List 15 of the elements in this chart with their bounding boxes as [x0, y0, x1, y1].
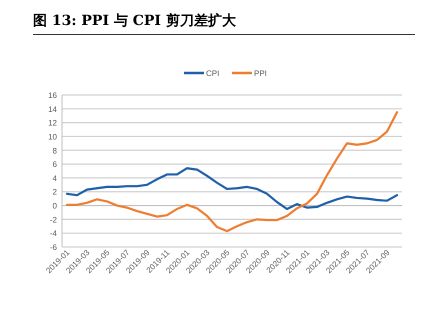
y-tick-label: 12: [48, 118, 58, 128]
y-tick-label: 2: [52, 188, 58, 197]
y-tick-label: 14: [48, 104, 58, 114]
y-tick-label: 0: [52, 202, 58, 211]
y-tick-label: 10: [48, 132, 58, 142]
y-tick-label: -4: [50, 229, 58, 238]
y-tick-label: 16: [48, 91, 58, 100]
y-tick-label: -6: [50, 243, 58, 252]
legend-label: PPI: [254, 69, 267, 78]
y-tick-label: 6: [52, 160, 58, 170]
chart-title: 图 13: PPI 与 CPI 剪刀差扩大: [33, 12, 415, 35]
y-tick-label: 8: [52, 146, 58, 156]
y-tick-label: -2: [50, 215, 58, 224]
legend-label: CPI: [206, 69, 220, 78]
y-tick-label: 4: [52, 174, 58, 183]
